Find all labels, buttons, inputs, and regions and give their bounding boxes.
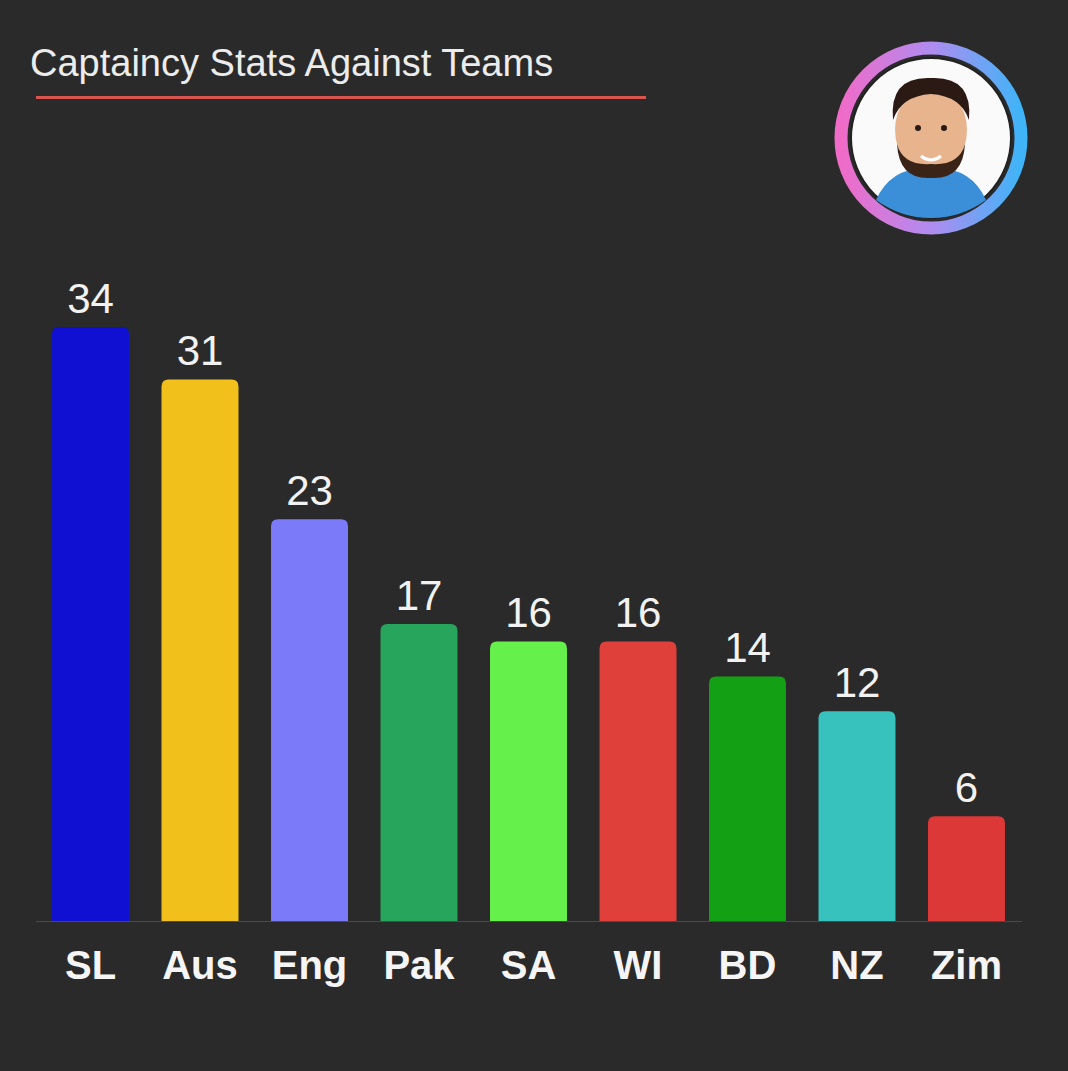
avatar-eye <box>915 125 921 131</box>
x-tick: SL <box>65 921 116 987</box>
data-label: 31 <box>177 327 224 374</box>
x-tick-label: Eng <box>272 943 348 987</box>
data-label: 16 <box>615 589 662 636</box>
bar <box>600 641 677 921</box>
x-tick-label: Zim <box>931 943 1002 987</box>
x-tick-label: Pak <box>383 943 455 987</box>
data-label: 16 <box>505 589 552 636</box>
x-tick-label: WI <box>614 943 663 987</box>
x-tick-label: NZ <box>830 943 883 987</box>
x-tick-label: BD <box>719 943 777 987</box>
x-tick: NZ <box>830 921 883 987</box>
title: Captaincy Stats Against Teams <box>30 42 553 84</box>
x-tick: Zim <box>931 921 1002 987</box>
avatar-bg <box>851 58 1011 218</box>
title-underline <box>36 96 646 99</box>
data-label: 17 <box>396 572 443 619</box>
x-axis-line <box>36 921 1022 922</box>
x-tick: Eng <box>272 921 348 987</box>
x-tick: Aus <box>162 921 238 987</box>
data-label: 14 <box>724 624 771 671</box>
avatar-beard <box>897 144 965 178</box>
chart: Captaincy Stats Against Teams 34 31 23 17 16 1… <box>0 0 1068 1071</box>
bar <box>928 816 1005 921</box>
data-label: 34 <box>67 275 114 322</box>
avatar-hair <box>893 78 970 120</box>
x-tick-label: Aus <box>162 943 238 987</box>
bar <box>490 641 567 921</box>
x-tick: Pak <box>383 921 455 987</box>
data-labels: 34 31 23 17 16 16 14 12 6 <box>67 275 978 811</box>
bar <box>271 519 348 921</box>
x-tick-label: SA <box>501 943 557 987</box>
avatar-smile <box>921 156 941 160</box>
x-tick: SA <box>501 921 557 987</box>
avatar <box>841 48 1021 228</box>
x-axis: SL Aus Eng Pak SA WI BD NZ Zim <box>36 921 1022 987</box>
bar <box>52 327 129 921</box>
data-label: 23 <box>286 467 333 514</box>
avatar-eye <box>941 125 947 131</box>
bar <box>709 676 786 921</box>
x-tick: WI <box>614 921 663 987</box>
bar <box>819 711 896 921</box>
bar <box>381 624 458 921</box>
x-tick-label: SL <box>65 943 116 987</box>
x-tick: BD <box>719 921 777 987</box>
avatar-ring <box>841 48 1021 228</box>
bar <box>162 379 239 921</box>
bars <box>52 327 1005 921</box>
data-label: 6 <box>955 764 978 811</box>
background <box>0 0 1068 1071</box>
data-label: 12 <box>834 659 881 706</box>
